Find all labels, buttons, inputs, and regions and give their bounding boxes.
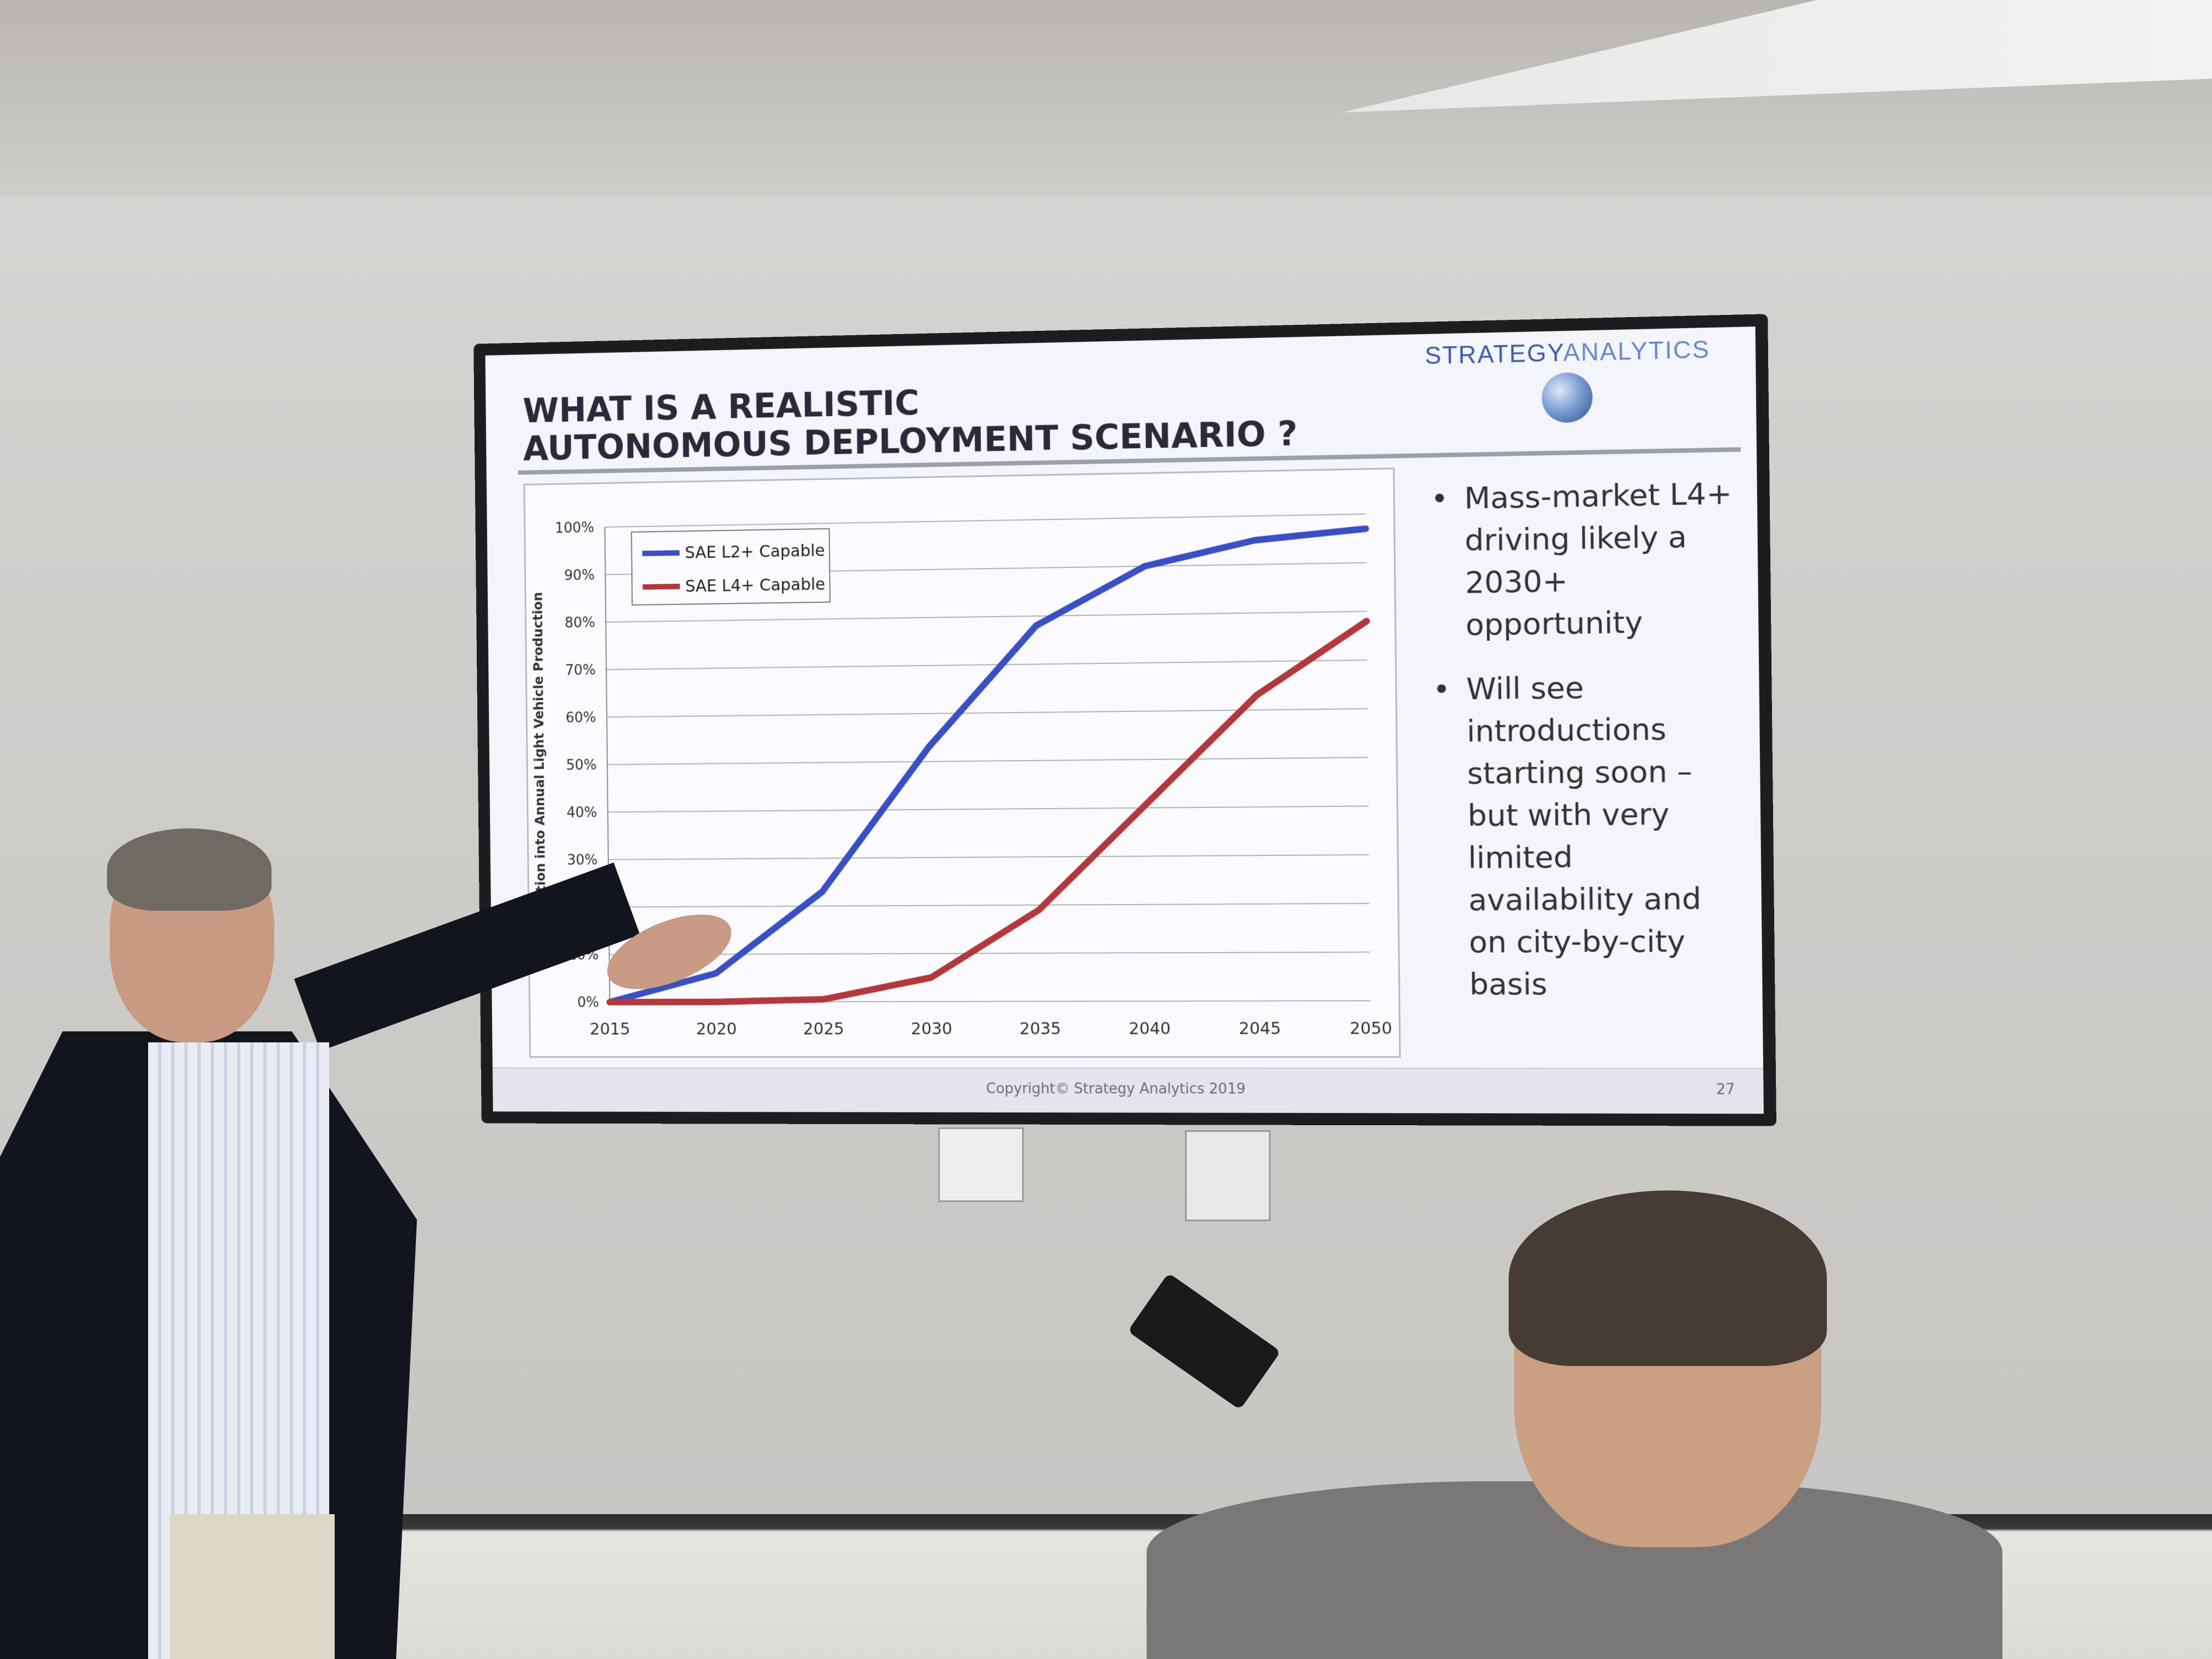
wall-mount-plate [1185,1130,1271,1221]
tv-display: WHAT IS A REALISTIC AUTONOMOUS DEPLOYMEN… [473,314,1776,1126]
wall-outlet [938,1127,1024,1202]
gridline [608,855,1369,860]
y-tick-label: 50% [566,757,597,774]
bullet-item: Will see introductions starting soon – b… [1432,665,1741,1006]
slide: WHAT IS A REALISTIC AUTONOMOUS DEPLOYMEN… [486,326,1764,1114]
y-tick-label: 90% [564,567,595,584]
audience-member-hair [1509,1190,1827,1366]
x-tick-label: 2045 [1239,1018,1281,1038]
y-tick-label: 60% [566,709,596,726]
page-number: 27 [1716,1081,1735,1098]
y-tick-label: 100% [555,520,594,537]
brand-light: ANALYTICS [1563,336,1710,366]
gridline [606,660,1367,669]
y-tick-label: 40% [567,804,597,821]
gridline [610,952,1370,955]
chart-legend: SAE L2+ Capable SAE L4+ Capable [631,529,830,605]
x-tick-label: 2035 [1019,1019,1061,1038]
x-tick-label: 2030 [911,1019,952,1038]
brand-strong: STRATEGY [1425,339,1564,369]
presenter-pants [170,1514,335,1659]
x-tick-label: 2020 [696,1019,737,1039]
gridline [606,611,1367,622]
y-tick-label: 70% [565,662,596,679]
power-brick [1127,1273,1280,1410]
x-tick-label: 2025 [803,1019,844,1038]
bullet-list: Mass-market L4+ driving likely a 2030+ o… [1430,472,1741,1028]
legend-swatch [642,553,680,554]
brand-logo: STRATEGYANALYTICS [1425,336,1711,425]
brand-wordmark: STRATEGYANALYTICS [1425,336,1710,370]
gridline [607,758,1368,765]
gridline [605,514,1366,527]
slide-footer: Copyright© Strategy Analytics 2019 27 [493,1068,1764,1114]
presenter-hair [107,828,272,911]
x-tick-label: 2015 [590,1019,630,1039]
bullet-item: Mass-market L4+ driving likely a 2030+ o… [1430,472,1737,646]
legend-swatch [642,586,680,587]
legend-label: SAE L4+ Capable [685,574,826,596]
legend-label: SAE L2+ Capable [685,540,825,562]
y-tick-label: 80% [565,614,595,631]
y-tick-label: 30% [567,852,598,868]
slide-title: WHAT IS A REALISTIC AUTONOMOUS DEPLOYMEN… [522,376,1297,468]
copyright-text: Copyright© Strategy Analytics 2019 [493,1080,1764,1098]
gridline [607,709,1368,717]
y-tick-label: 0% [577,995,599,1011]
x-tick-label: 2040 [1128,1019,1171,1038]
x-axis-ticks: 2015 2020 2025 2030 2035 2040 2045 2050 [590,1018,1392,1039]
gridline [608,806,1369,812]
x-tick-label: 2050 [1350,1018,1392,1038]
globe-icon [1542,372,1593,423]
gridline [609,904,1370,907]
